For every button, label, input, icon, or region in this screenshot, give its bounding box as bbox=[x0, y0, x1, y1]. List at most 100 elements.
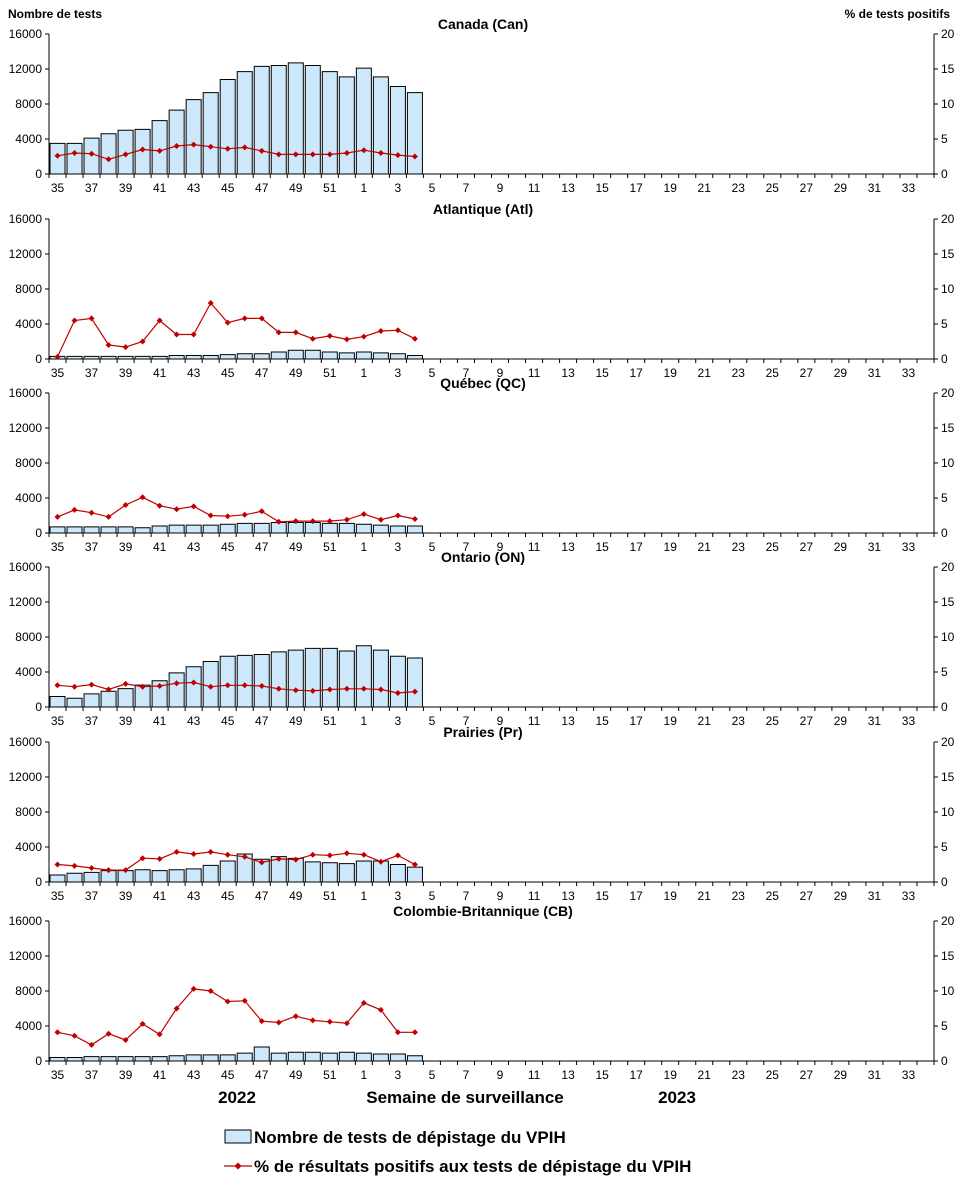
positivity-point bbox=[139, 855, 146, 862]
positivity-point bbox=[394, 852, 401, 859]
positivity-point bbox=[122, 1037, 129, 1043]
left-tick-label: 16000 bbox=[9, 560, 43, 574]
x-tick-label: 37 bbox=[85, 714, 99, 728]
x-tick-label: 5 bbox=[429, 1068, 436, 1082]
positivity-point bbox=[326, 1018, 333, 1025]
bar bbox=[338, 352, 355, 360]
x-tick-label: 23 bbox=[732, 181, 746, 195]
positivity-point bbox=[411, 1029, 418, 1036]
x-tick-label: 41 bbox=[153, 714, 167, 728]
x-tick-label: 43 bbox=[187, 181, 201, 195]
positivity-point bbox=[360, 685, 367, 692]
legend-bar-label: Nombre de tests de dépistage du VPIH bbox=[254, 1128, 566, 1147]
positivity-point bbox=[394, 512, 401, 519]
left-tick-label: 0 bbox=[35, 700, 42, 714]
bar bbox=[100, 690, 117, 708]
bar bbox=[219, 79, 236, 175]
x-tick-label: 35 bbox=[51, 366, 65, 380]
panels-container: Canada (Can)0400080001200016000051015203… bbox=[9, 16, 955, 1082]
x-tick-label: 45 bbox=[221, 540, 235, 554]
bar bbox=[236, 522, 253, 534]
x-tick-label: 45 bbox=[221, 1068, 235, 1082]
x-tick-label: 35 bbox=[51, 714, 65, 728]
right-tick-label: 10 bbox=[941, 805, 955, 819]
x-tick-label: 41 bbox=[153, 540, 167, 554]
year-2023-label: 2023 bbox=[658, 1088, 696, 1107]
positivity-point bbox=[258, 315, 265, 322]
x-tick-label: 3 bbox=[395, 181, 402, 195]
positivity-point bbox=[343, 850, 350, 857]
bar bbox=[83, 693, 100, 708]
right-tick-label: 0 bbox=[941, 526, 948, 540]
positivity-point bbox=[139, 1020, 146, 1027]
positivity-point bbox=[71, 862, 78, 869]
left-tick-label: 16000 bbox=[9, 735, 43, 749]
bar bbox=[66, 355, 83, 360]
positivity-point bbox=[343, 685, 350, 692]
bar bbox=[185, 868, 202, 883]
positivity-point bbox=[360, 851, 367, 858]
positivity-point bbox=[54, 513, 61, 520]
x-tick-label: 11 bbox=[528, 714, 541, 728]
x-tick-label: 45 bbox=[221, 889, 235, 903]
x-tick-label: 9 bbox=[497, 540, 504, 554]
bar bbox=[321, 1052, 338, 1062]
right-tick-label: 15 bbox=[941, 595, 955, 609]
x-tick-label: 21 bbox=[698, 181, 712, 195]
right-tick-label: 5 bbox=[941, 1019, 948, 1033]
x-tick-label: 35 bbox=[51, 1068, 65, 1082]
bar bbox=[134, 527, 151, 534]
x-tick-label: 17 bbox=[629, 714, 643, 728]
bar bbox=[304, 65, 321, 175]
x-tick-label: 39 bbox=[119, 366, 133, 380]
x-tick-label: 17 bbox=[629, 366, 643, 380]
bar bbox=[100, 526, 117, 534]
positivity-point bbox=[377, 858, 384, 865]
positivity-point bbox=[377, 686, 384, 693]
x-tick-label: 41 bbox=[153, 889, 167, 903]
bar bbox=[389, 86, 406, 175]
bar bbox=[66, 1057, 83, 1062]
positivity-point bbox=[309, 151, 316, 158]
x-tick-label: 49 bbox=[289, 714, 303, 728]
bar bbox=[66, 142, 83, 175]
legend: Nombre de tests de dépistage du VPIH % d… bbox=[224, 1128, 691, 1176]
bar bbox=[406, 1055, 423, 1062]
bar bbox=[236, 654, 253, 708]
right-tick-label: 10 bbox=[941, 97, 955, 111]
positivity-point bbox=[54, 152, 61, 159]
x-tick-label: 47 bbox=[255, 181, 269, 195]
left-tick-label: 4000 bbox=[15, 132, 42, 146]
x-tick-label: 17 bbox=[629, 540, 643, 554]
x-tick-label: 19 bbox=[664, 366, 678, 380]
positivity-point bbox=[105, 513, 112, 520]
bar bbox=[66, 526, 83, 534]
positivity-point bbox=[88, 509, 95, 516]
left-tick-label: 0 bbox=[35, 526, 42, 540]
right-tick-label: 15 bbox=[941, 770, 955, 784]
x-tick-label: 5 bbox=[429, 540, 436, 554]
bar bbox=[83, 526, 100, 534]
positivity-point bbox=[292, 518, 299, 525]
legend-line-marker bbox=[234, 1162, 242, 1170]
x-tick-label: 27 bbox=[800, 181, 814, 195]
x-tick-label: 17 bbox=[629, 181, 643, 195]
bar bbox=[389, 353, 406, 360]
bar bbox=[321, 71, 338, 175]
bar bbox=[253, 353, 270, 360]
positivity-point bbox=[105, 867, 112, 874]
right-tick-label: 5 bbox=[941, 840, 948, 854]
x-tick-label: 1 bbox=[361, 714, 368, 728]
right-tick-label: 15 bbox=[941, 949, 955, 963]
x-tick-label: 49 bbox=[289, 366, 303, 380]
x-tick-label: 49 bbox=[289, 1068, 303, 1082]
bar bbox=[236, 1052, 253, 1062]
x-tick-label: 31 bbox=[868, 540, 882, 554]
panel-title: Québec (QC) bbox=[440, 375, 526, 391]
positivity-point bbox=[207, 988, 214, 994]
bar bbox=[372, 649, 389, 708]
right-tick-label: 10 bbox=[941, 630, 955, 644]
x-tick-label: 37 bbox=[85, 889, 99, 903]
positivity-point bbox=[224, 998, 231, 1005]
x-tick-label: 25 bbox=[766, 714, 780, 728]
